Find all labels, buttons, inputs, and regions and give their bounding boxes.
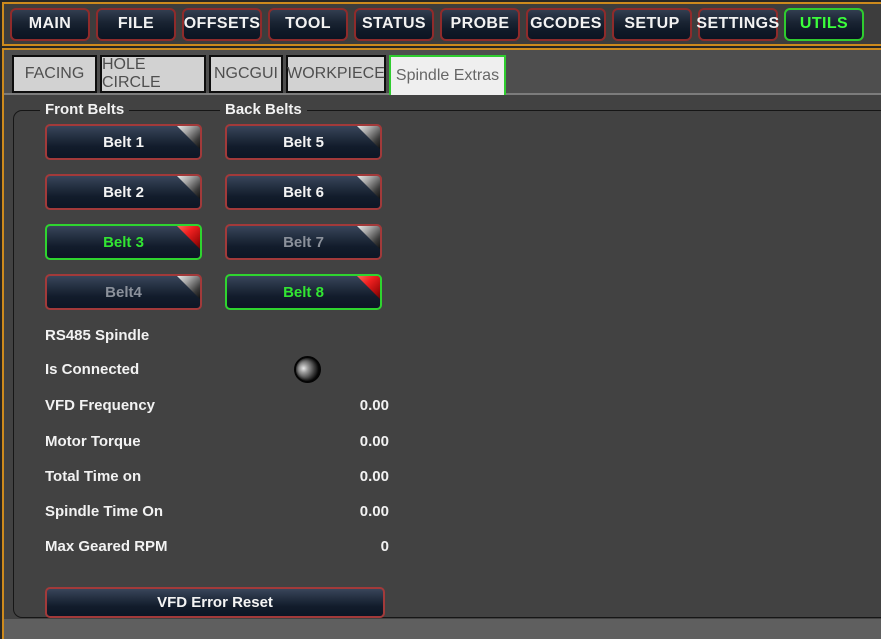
belt-4-label: Belt4 <box>105 283 142 301</box>
nav-button-file[interactable]: FILE <box>96 7 176 41</box>
motor-torque-row: Motor Torque 0.00 <box>45 430 389 452</box>
tab-spindle-extras[interactable]: Spindle Extras <box>389 55 506 97</box>
belt-8-label: Belt 8 <box>283 283 324 301</box>
spindle-extras-pane: Front Belts Back Belts Belt 1 Belt 2 Bel… <box>4 95 881 619</box>
checkbox-corner-icon <box>175 226 200 251</box>
nav-button-setup[interactable]: SETUP <box>612 7 692 41</box>
checkbox-corner-icon <box>175 276 200 301</box>
belt-5-label: Belt 5 <box>283 133 324 151</box>
nav-button-main[interactable]: MAIN <box>10 7 90 41</box>
belt-8-button[interactable]: Belt 8 <box>225 274 382 310</box>
nav-button-utils[interactable]: UTILS <box>784 7 864 41</box>
belt-7-button[interactable]: Belt 7 <box>225 224 382 260</box>
nav-button-status[interactable]: STATUS <box>354 7 434 41</box>
nav-button-tool[interactable]: TOOL <box>268 7 348 41</box>
total-time-on-label: Total Time on <box>45 467 142 485</box>
is-connected-label: Is Connected <box>45 360 140 378</box>
front-belts-title: Front Belts <box>40 101 130 119</box>
belt-3-label: Belt 3 <box>103 233 144 251</box>
checkbox-corner-icon <box>355 176 380 201</box>
belts-groupbox <box>13 110 881 618</box>
total-time-on-value: 0.00 <box>359 467 389 485</box>
connected-led-indicator <box>294 356 321 383</box>
utils-tab-strip: FACING HOLE CIRCLE NGCGUI WORKPIECE Spin… <box>4 50 881 97</box>
nav-button-settings[interactable]: SETTINGS <box>696 7 779 41</box>
belt-7-label: Belt 7 <box>283 233 324 251</box>
vfd-frequency-label: VFD Frequency <box>45 396 156 414</box>
nav-button-gcodes[interactable]: GCODES <box>526 7 606 41</box>
rs485-section-title: RS485 Spindle <box>45 327 150 344</box>
back-belts-title: Back Belts <box>220 101 307 119</box>
max-geared-rpm-row: Max Geared RPM 0 <box>45 535 389 557</box>
vfd-frequency-value: 0.00 <box>359 396 389 414</box>
belt-5-button[interactable]: Belt 5 <box>225 124 382 160</box>
main-nav-bar: MAIN FILE OFFSETS TOOL STATUS PROBE GCOD… <box>2 2 881 46</box>
total-time-on-row: Total Time on 0.00 <box>45 465 389 487</box>
tab-facing[interactable]: FACING <box>12 55 97 93</box>
tab-ngcgui[interactable]: NGCGUI <box>209 55 283 93</box>
is-connected-row: Is Connected <box>45 358 389 380</box>
checkbox-corner-icon <box>175 126 200 151</box>
spindle-time-on-row: Spindle Time On 0.00 <box>45 500 389 522</box>
belt-1-button[interactable]: Belt 1 <box>45 124 202 160</box>
max-geared-rpm-label: Max Geared RPM <box>45 537 168 555</box>
belt-4-button[interactable]: Belt4 <box>45 274 202 310</box>
max-geared-rpm-value: 0 <box>380 537 389 555</box>
nav-button-probe[interactable]: PROBE <box>440 7 520 41</box>
belt-3-button[interactable]: Belt 3 <box>45 224 202 260</box>
vfd-error-reset-label: VFD Error Reset <box>157 594 273 611</box>
belt-2-button[interactable]: Belt 2 <box>45 174 202 210</box>
belt-6-button[interactable]: Belt 6 <box>225 174 382 210</box>
belt-1-label: Belt 1 <box>103 133 144 151</box>
utils-frame: FACING HOLE CIRCLE NGCGUI WORKPIECE Spin… <box>2 48 881 639</box>
checkbox-corner-icon <box>355 226 380 251</box>
motor-torque-label: Motor Torque <box>45 432 141 450</box>
nav-button-offsets[interactable]: OFFSETS <box>182 7 262 41</box>
spindle-time-on-value: 0.00 <box>359 502 389 520</box>
belt-2-label: Belt 2 <box>103 183 144 201</box>
vfd-frequency-row: VFD Frequency 0.00 <box>45 394 389 416</box>
belt-6-label: Belt 6 <box>283 183 324 201</box>
motor-torque-value: 0.00 <box>359 432 389 450</box>
tab-workpiece[interactable]: WORKPIECE <box>286 55 386 93</box>
tab-hole-circle[interactable]: HOLE CIRCLE <box>100 55 206 93</box>
vfd-error-reset-button[interactable]: VFD Error Reset <box>45 587 385 618</box>
checkbox-corner-icon <box>175 176 200 201</box>
spindle-time-on-label: Spindle Time On <box>45 502 164 520</box>
checkbox-corner-icon <box>355 276 380 301</box>
checkbox-corner-icon <box>355 126 380 151</box>
